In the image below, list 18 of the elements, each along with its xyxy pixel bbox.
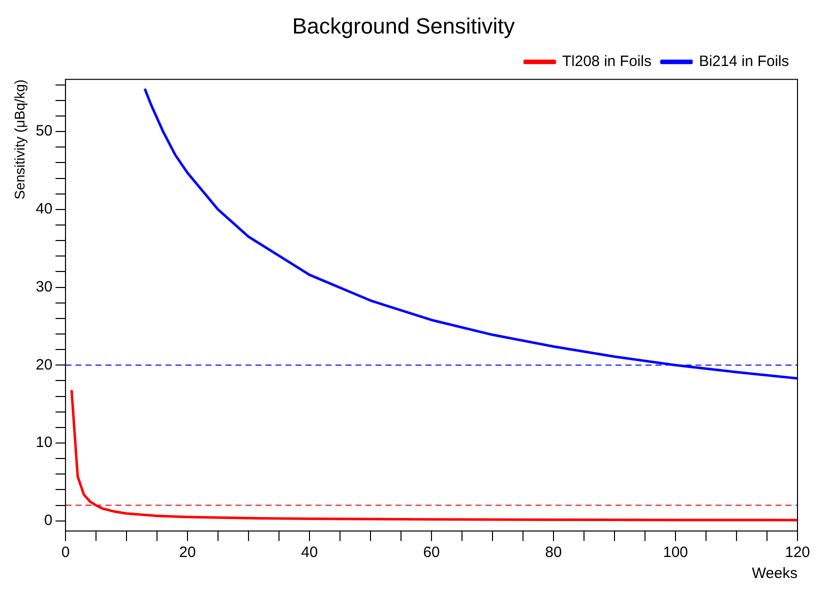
y-tick-label: 10 <box>36 434 52 452</box>
legend-label: Tl208 in Foils <box>562 53 652 70</box>
x-tick-label: 0 <box>61 544 70 562</box>
y-axis-title: Sensitivity (μBq/kg) <box>11 79 28 200</box>
x-tick-label: 120 <box>784 544 810 562</box>
y-tick-label: 0 <box>44 512 52 530</box>
y-tick-label: 50 <box>36 122 52 140</box>
x-tick-label: 80 <box>545 544 562 562</box>
legend-label: Bi214 in Foils <box>698 53 790 70</box>
y-tick-label: 40 <box>36 200 52 218</box>
x-tick-label: 20 <box>179 544 196 562</box>
x-tick-label: 100 <box>662 544 688 562</box>
x-tick-label: 40 <box>301 544 318 562</box>
y-tick-label: 30 <box>36 278 52 296</box>
x-tick-label: 60 <box>423 544 440 562</box>
x-axis-title: Weeks <box>752 565 798 582</box>
y-tick-label: 20 <box>36 356 52 374</box>
chart-title: Background Sensitivity <box>292 13 515 38</box>
